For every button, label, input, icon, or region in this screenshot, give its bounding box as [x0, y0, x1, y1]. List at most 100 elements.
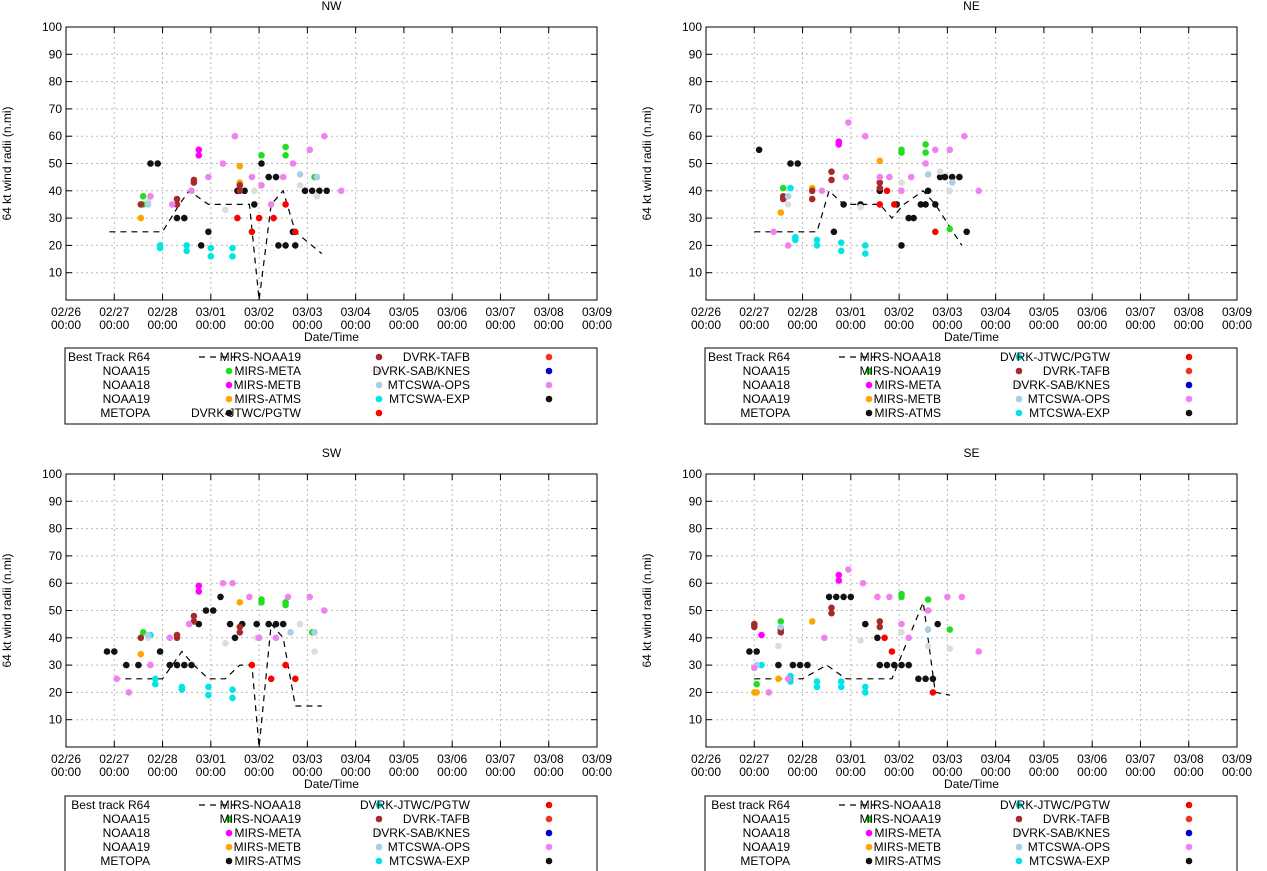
- data-point: [253, 620, 260, 628]
- legend-marker: [865, 843, 873, 851]
- series-noaa15: [139, 143, 318, 208]
- series-noaa18: [195, 582, 203, 595]
- y-tick-label: 30: [689, 211, 703, 225]
- x-tick-label: 00:00: [884, 765, 914, 779]
- data-point: [804, 661, 811, 669]
- data-point: [323, 187, 331, 195]
- series-noaa18: [835, 138, 843, 148]
- y-tick-label: 60: [689, 129, 703, 143]
- series-metopa: [746, 593, 941, 683]
- y-tick-label: 10: [689, 266, 703, 280]
- data-point: [787, 160, 794, 167]
- x-tick-label: 00:00: [99, 765, 129, 779]
- legend-label: MIRS-META: [875, 378, 941, 392]
- data-point: [946, 225, 954, 233]
- y-tick-label: 90: [689, 494, 703, 508]
- data-point: [289, 160, 297, 167]
- legend-marker: [225, 395, 233, 403]
- data-point: [753, 689, 760, 696]
- legend-marker: [1015, 815, 1023, 823]
- data-point: [229, 244, 236, 252]
- data-point: [936, 173, 944, 181]
- data-point: [152, 680, 159, 688]
- data-point: [246, 593, 253, 601]
- data-point: [168, 201, 176, 208]
- x-tick-label: 00:00: [292, 318, 322, 332]
- legend-marker: [865, 367, 873, 375]
- legend-marker: [1015, 801, 1023, 809]
- data-point: [282, 661, 289, 669]
- data-point: [975, 187, 982, 195]
- data-point: [779, 184, 787, 192]
- legend-marker: [375, 829, 383, 837]
- data-point: [296, 620, 304, 628]
- data-point: [837, 683, 845, 691]
- data-point: [833, 593, 840, 601]
- y-tick-label: 70: [49, 549, 63, 563]
- series-mirs-meta: [775, 629, 954, 652]
- x-tick-label: 00:00: [341, 318, 371, 332]
- data-point: [178, 686, 186, 693]
- data-point: [922, 149, 929, 156]
- data-point: [958, 593, 966, 601]
- best-track-line: [114, 622, 322, 748]
- data-point: [876, 661, 884, 669]
- data-point: [185, 620, 193, 628]
- data-point: [779, 195, 787, 203]
- data-point: [936, 168, 944, 175]
- x-tick-label: 03/08: [534, 305, 564, 319]
- data-point: [181, 214, 188, 222]
- data-point: [932, 228, 939, 236]
- data-point: [905, 634, 912, 642]
- data-point: [842, 173, 850, 181]
- data-point: [905, 661, 912, 669]
- y-tick-label: 70: [689, 549, 703, 563]
- legend-label: MTCSWA-EXP: [389, 854, 470, 868]
- legend-marker: [375, 367, 383, 375]
- x-tick-label: 00:00: [1125, 765, 1155, 779]
- data-point: [813, 683, 821, 691]
- legend-label: MIRS-ATMS: [235, 392, 301, 406]
- data-point: [808, 618, 816, 625]
- data-point: [775, 675, 782, 683]
- chart-title: NW: [322, 0, 343, 13]
- x-tick-label: 00:00: [932, 765, 962, 779]
- x-tick-label: 03/08: [1174, 752, 1204, 766]
- chart-panel-se: SE02/2600:0002/2700:0002/2800:0003/0100:…: [640, 446, 1252, 871]
- x-tick-label: 03/04: [981, 752, 1011, 766]
- legend-label: DVRK-SAB/KNES: [373, 826, 470, 840]
- x-tick-label: 03/06: [1077, 752, 1107, 766]
- data-point: [248, 228, 256, 236]
- data-point: [753, 680, 760, 688]
- y-tick-label: 40: [49, 631, 63, 645]
- data-point: [813, 236, 821, 244]
- x-tick-label: 00:00: [1222, 318, 1252, 332]
- y-tick-label: 100: [42, 20, 62, 34]
- data-point: [891, 201, 898, 208]
- legend-marker: [225, 367, 233, 375]
- x-tick-label: 03/07: [1125, 305, 1155, 319]
- x-tick-label: 00:00: [534, 318, 564, 332]
- data-point: [217, 593, 224, 601]
- chart-title: NE: [963, 0, 980, 13]
- data-point: [961, 132, 968, 140]
- legend-marker: [1015, 857, 1023, 865]
- data-point: [828, 168, 835, 175]
- data-point: [876, 201, 884, 208]
- data-point: [236, 182, 244, 189]
- series-metopa: [755, 146, 970, 249]
- data-point: [898, 149, 905, 156]
- data-point: [173, 195, 181, 203]
- x-tick-label: 03/03: [292, 305, 322, 319]
- series-noaa19: [137, 599, 244, 658]
- x-tick-label: 03/05: [389, 752, 419, 766]
- x-tick-label: 00:00: [437, 765, 467, 779]
- data-point: [963, 228, 970, 236]
- data-point: [125, 689, 133, 696]
- data-point: [137, 634, 145, 642]
- y-tick-label: 70: [49, 102, 63, 116]
- data-point: [775, 642, 782, 650]
- x-tick-label: 03/08: [1174, 305, 1204, 319]
- data-point: [296, 171, 304, 178]
